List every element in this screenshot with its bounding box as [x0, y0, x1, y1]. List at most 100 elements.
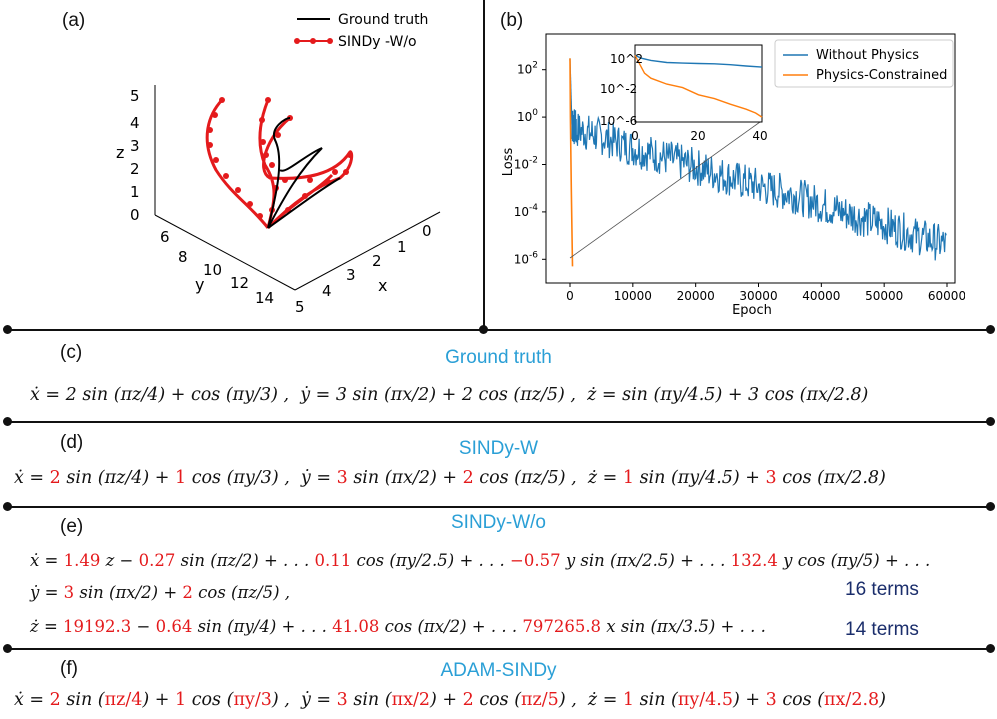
sindy-wo-xdot: ẋ = 1.49 z − 0.27 sin (πz/2) + . . . 0.1…	[30, 551, 931, 570]
loss-x-tick-label: 60000	[928, 289, 965, 303]
divider-dot	[986, 417, 995, 426]
inset-series-without-physics	[634, 54, 763, 68]
inset-x-tick: 0	[631, 129, 639, 143]
plot3d-legend: Ground truth SINDy -W/o	[294, 12, 428, 50]
y-tick: 6	[160, 228, 170, 246]
inset-connector-line	[569, 121, 761, 259]
z-tick: 5	[130, 87, 140, 105]
divider-dot	[986, 325, 995, 334]
adam-sindy-title: ADAM-SINDy	[440, 660, 557, 681]
panel-a-label: (a)	[62, 10, 86, 31]
loss-x-axis-label: Epoch	[732, 303, 772, 318]
loss-y-tick-label: 102	[517, 61, 538, 77]
loss-x-tick-label: 10000	[614, 289, 652, 303]
loss-chart: 102 100 10-2 10-4 10-6 0 10000 20000 30000 40000…	[501, 33, 965, 318]
loss-legend-box	[774, 39, 954, 88]
plot-3d: 0 1 2 3 4 5 z 6 8 10 12 14 y 0 1 2 3 4 5…	[116, 12, 441, 316]
ground-truth-title: Ground truth	[445, 347, 552, 368]
loss-x-tick-label: 0	[566, 289, 574, 303]
y-tick: 8	[178, 248, 188, 266]
adam-sindy-equations: ẋ = 2 sin (πz/4) + 1 cos (πy/3) , ẏ = 3 …	[14, 690, 886, 710]
panel-c-label: (c)	[60, 342, 83, 363]
z-tick: 2	[130, 160, 140, 178]
divider-dot	[3, 417, 12, 426]
x-tick: 4	[322, 282, 332, 300]
divider-dot	[3, 325, 12, 334]
y-tick: 12	[230, 274, 249, 292]
divider-d	[8, 506, 990, 508]
eq-ydot: ẏ = 3 sin (πx/2) + 2 cos (πz/5) ,	[300, 385, 576, 405]
ground-truth-line	[267, 117, 341, 229]
panel-f-label: (f)	[60, 658, 78, 679]
x-tick: 1	[397, 238, 407, 256]
zdot-terms-count: 14 terms	[845, 619, 919, 640]
inset-x-tick: 20	[690, 129, 705, 143]
loss-plot-frame	[545, 33, 956, 284]
loss-x-tick-label: 30000	[739, 289, 777, 303]
divider-dot	[986, 644, 995, 653]
eq-xdot: ẋ = 2 sin (πz/4) + cos (πy/3) ,	[30, 385, 290, 405]
z-tick: 4	[130, 114, 140, 132]
z-tick: 0	[130, 206, 140, 224]
z-tick: 3	[130, 137, 140, 155]
x-tick: 0	[422, 222, 432, 240]
loss-legend: Without Physics Physics-Constrained	[774, 39, 954, 88]
loss-y-tick-label: 10-2	[514, 156, 538, 172]
sindy-w-equations: ẋ = 2 sin (πz/4) + 1 cos (πy/3) , ẏ = 3 …	[14, 468, 886, 488]
inset-series-physics-constrained	[634, 54, 763, 118]
loss-y-tick-label: 10-4	[514, 203, 539, 219]
y-tick: 10	[203, 261, 222, 279]
sindy-wo-line	[205, 98, 354, 230]
sindy-wo-zdot: ż = 19192.3 − 0.64 sin (πy/4) + . . . 41…	[30, 617, 766, 636]
loss-x-tick-label: 20000	[677, 289, 715, 303]
divider-dot	[479, 325, 488, 334]
ydot-terms-count: 16 terms	[845, 579, 919, 600]
legend-ground-truth-label: Ground truth	[338, 12, 428, 28]
eq-zdot: ż = sin (πy/4.5) + 3 cos (πx/2.8)	[587, 385, 869, 405]
panel-divider-vertical	[483, 0, 485, 330]
panel-d-label: (d)	[60, 432, 84, 453]
loss-x-ticks: 0 10000 20000 30000 40000 50000 60000	[566, 283, 965, 303]
sindy-wo-markers	[207, 97, 353, 219]
legend-without-physics-label: Without Physics	[816, 48, 919, 63]
sindy-w-title: SINDy-W	[458, 438, 539, 459]
inset-y-tick: 10^2	[610, 52, 643, 66]
loss-series-without-physics	[569, 58, 947, 261]
loss-y-axis-label: Loss	[501, 148, 516, 177]
y-axis-label: y	[195, 275, 204, 294]
panel-e-label: (e)	[60, 516, 84, 537]
loss-x-tick-label: 50000	[865, 289, 903, 303]
inset-x-tick: 40	[752, 129, 767, 143]
loss-y-tick-label: 100	[517, 108, 538, 124]
y-tick: 14	[255, 289, 274, 307]
loss-inset: 10^2 10^-2 10^-6 0 20 40	[600, 44, 768, 143]
loss-x-tick-label: 40000	[802, 289, 840, 303]
x-tick: 3	[346, 266, 356, 284]
divider-top	[8, 329, 990, 331]
legend-sindy-wo-label: SINDy -W/o	[338, 34, 417, 50]
z-axis-label: z	[116, 143, 124, 162]
inset-series	[634, 54, 763, 118]
loss-series	[569, 58, 947, 267]
inset-frame	[634, 44, 763, 123]
sindy-wo-title: SINDy-W/o	[451, 512, 546, 533]
divider-dot	[3, 502, 12, 511]
legend-physics-constrained-label: Physics-Constrained	[816, 68, 947, 83]
divider-dot	[986, 502, 995, 511]
z-ticks: 0 1 2 3 4 5	[130, 87, 140, 224]
loss-series-physics-constrained	[569, 58, 574, 267]
x-tick: 5	[295, 298, 305, 316]
loss-y-tick-label: 10-6	[514, 250, 539, 266]
ground-truth-equations: ẋ = 2 sin (πz/4) + cos (πy/3) , ẏ = 3 si…	[30, 385, 868, 405]
divider-dot	[3, 644, 12, 653]
z-tick: 1	[130, 183, 140, 201]
y-axis-line	[154, 214, 296, 291]
inset-y-tick: 10^-6	[600, 114, 637, 128]
y-ticks: 6 8 10 12 14	[160, 228, 274, 307]
panel-b-label: (b)	[500, 10, 524, 31]
loss-y-ticks: 102 100 10-2 10-4 10-6	[514, 61, 546, 266]
x-ticks: 0 1 2 3 4 5	[295, 222, 432, 316]
inset-y-tick: 10^-2	[600, 82, 637, 96]
sindy-wo-ydot: ẏ = 3 sin (πx/2) + 2 cos (πz/5) ,	[30, 583, 290, 602]
x-axis-label: x	[378, 276, 387, 295]
